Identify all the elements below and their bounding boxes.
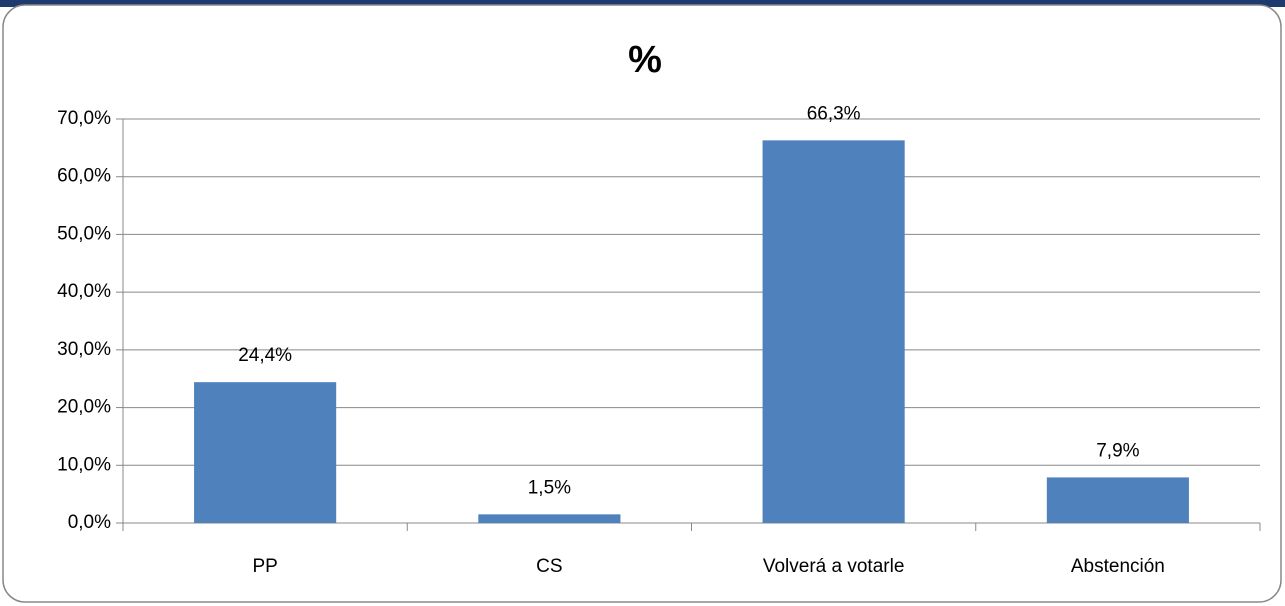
y-tick-label: 0,0%: [68, 512, 111, 533]
x-tick-label: Abstención: [1071, 556, 1165, 577]
top-band: [0, 0, 1285, 7]
bar: [762, 140, 905, 523]
value-label: 66,3%: [807, 103, 861, 124]
chart-title: %: [628, 39, 662, 81]
y-tick-label: 60,0%: [57, 166, 111, 187]
value-label: 7,9%: [1096, 440, 1139, 461]
x-tick-label: PP: [252, 556, 277, 577]
x-tick-label: CS: [536, 556, 562, 577]
value-label: 24,4%: [238, 345, 292, 366]
y-tick-label: 70,0%: [57, 108, 111, 129]
y-tick-label: 50,0%: [57, 223, 111, 244]
y-tick-label: 20,0%: [57, 397, 111, 418]
value-label: 1,5%: [528, 477, 571, 498]
y-tick-label: 30,0%: [57, 339, 111, 360]
y-tick-label: 40,0%: [57, 281, 111, 302]
bar: [194, 382, 337, 523]
x-tick-label: Volverá a votarle: [763, 556, 905, 577]
bar: [478, 514, 621, 523]
y-tick-label: 10,0%: [57, 454, 111, 475]
bar: [1046, 477, 1189, 523]
